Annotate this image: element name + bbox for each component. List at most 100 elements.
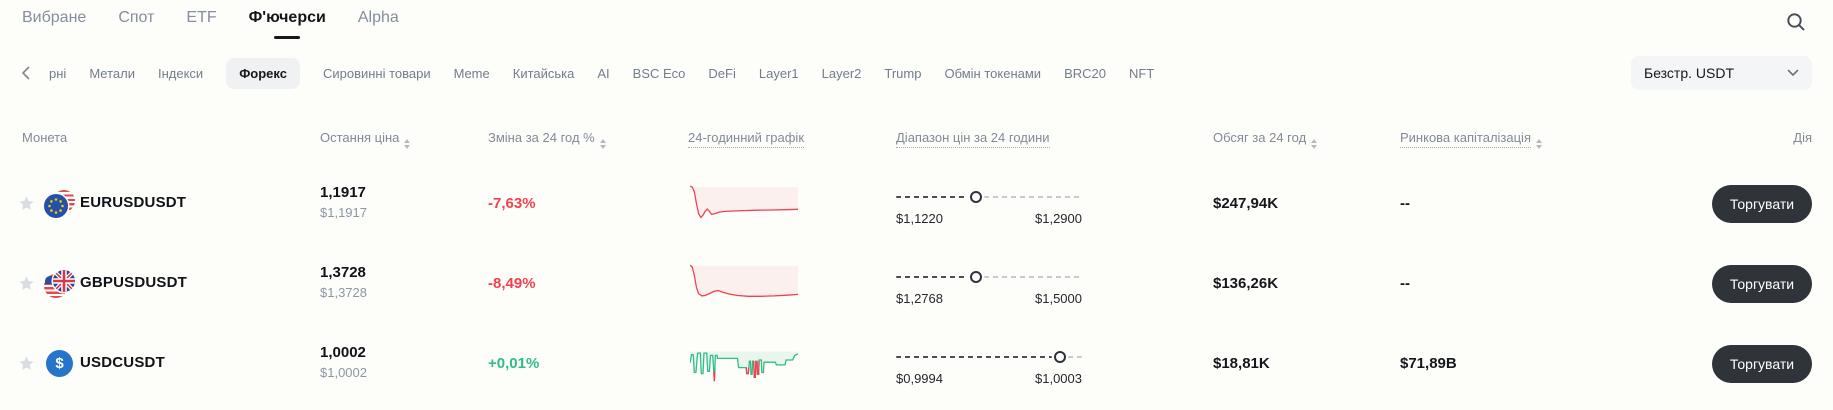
- top-tab-3[interactable]: Ф'ючерси: [248, 9, 326, 26]
- sort-arrows-icon[interactable]: [404, 139, 411, 149]
- category-tab-12[interactable]: Trump: [884, 65, 922, 81]
- range-high: $1,0003: [1035, 371, 1082, 386]
- gbpusd-pair-icon: [44, 270, 75, 298]
- range-marker-icon: [969, 191, 982, 203]
- contract-type-dropdown[interactable]: Безстр. USDT: [1631, 56, 1812, 90]
- range-track: [896, 191, 1082, 203]
- category-tabs: рні Метали Індекси Форекс Сировинні товари Me…: [20, 56, 1154, 90]
- last-price-usd: $1,1917: [320, 205, 367, 220]
- column-header-market_cap[interactable]: Ринкова капіталізація: [1400, 130, 1542, 149]
- category-tab-13[interactable]: Обмін токенами: [944, 65, 1042, 81]
- change-24h: -8,49%: [488, 275, 536, 292]
- column-header-action: Дія: [1793, 130, 1812, 145]
- last-price-cell: 1,3728 $1,3728: [320, 264, 367, 300]
- change-24h: -7,63%: [488, 195, 536, 212]
- top-tab-2[interactable]: ETF: [186, 9, 217, 26]
- favorite-star-icon[interactable]: [18, 195, 35, 212]
- price-range-slider: $0,9994 $1,0003: [896, 351, 1082, 386]
- chevron-down-icon: [1787, 69, 1799, 76]
- category-tab-7[interactable]: AI: [597, 65, 610, 81]
- sort-arrows-icon[interactable]: [1535, 139, 1542, 149]
- trade-button[interactable]: Торгувати: [1712, 345, 1812, 383]
- top-tab-4[interactable]: Alpha: [357, 9, 399, 26]
- price-range-slider: $1,2768 $1,5000: [896, 271, 1082, 306]
- column-header-volume_24h[interactable]: Обсяг за 24 год: [1213, 130, 1318, 149]
- column-header-coin: Монета: [22, 130, 67, 145]
- category-tab-10[interactable]: Layer1: [758, 65, 799, 81]
- range-track: [896, 351, 1082, 363]
- column-header-change_24h[interactable]: Зміна за 24 год %: [488, 130, 606, 149]
- category-tab-4[interactable]: Сировинні товари: [322, 65, 431, 81]
- last-price: 1,0002: [320, 344, 366, 361]
- sparkline-chart: [690, 185, 798, 219]
- table-row: GBPUSDUSDT 1,3728 $1,3728 -8,49% $1,2768 …: [0, 244, 1833, 324]
- category-tab-15[interactable]: NFT: [1128, 65, 1155, 81]
- favorite-star-icon[interactable]: [18, 355, 35, 372]
- top-tabs: Вибране Спот ETF Ф'ючерси Alpha: [22, 9, 399, 27]
- column-header-label: Дія: [1793, 130, 1812, 145]
- price-range-slider: $1,1220 $1,2900: [896, 191, 1082, 226]
- range-track: [896, 271, 1082, 283]
- column-header-label: Монета: [22, 130, 68, 145]
- column-header-label: Ринкова капіталізація: [1400, 130, 1531, 148]
- top-tab-0[interactable]: Вибране: [22, 9, 87, 26]
- range-low: $1,1220: [896, 211, 943, 226]
- column-header-label: Діапазон цін за 24 години: [896, 130, 1050, 148]
- category-tab-2[interactable]: Індекси: [157, 65, 204, 81]
- column-header-label: Зміна за 24 год %: [488, 130, 595, 145]
- range-high: $1,2900: [1035, 211, 1082, 226]
- market-cap: --: [1400, 275, 1410, 292]
- coin-symbol[interactable]: GBPUSDUSDT: [80, 274, 188, 291]
- trade-button[interactable]: Торгувати: [1712, 265, 1812, 303]
- range-high: $1,5000: [1035, 291, 1082, 306]
- search-icon[interactable]: [1785, 11, 1807, 38]
- table-row: $ USDCUSDT 1,0002 $1,0002 +0,01% $0,9994 …: [0, 324, 1833, 404]
- last-price-usd: $1,3728: [320, 285, 367, 300]
- category-tab-8[interactable]: BSC Eco: [632, 65, 686, 81]
- eurusd-pair-icon: [44, 190, 75, 218]
- last-price-cell: 1,1917 $1,1917: [320, 184, 367, 220]
- volume-24h: $18,81K: [1213, 355, 1270, 372]
- category-tab-3[interactable]: Форекс: [226, 57, 300, 89]
- category-tab-1[interactable]: Метали: [89, 65, 135, 81]
- table-header-row: Монета Остання ціна Зміна за 24 год % 24-го…: [0, 130, 1833, 152]
- volume-24h: $136,26K: [1213, 275, 1279, 292]
- sort-arrows-icon[interactable]: [1311, 139, 1318, 149]
- column-header-label: Обсяг за 24 год: [1213, 130, 1307, 145]
- coin-symbol[interactable]: USDCUSDT: [80, 354, 165, 371]
- volume-24h: $247,94K: [1213, 195, 1279, 212]
- eur-flag-icon: [44, 194, 68, 218]
- trade-button[interactable]: Торгувати: [1712, 185, 1812, 223]
- favorite-star-icon[interactable]: [18, 275, 35, 292]
- category-tab-6[interactable]: Китайська: [512, 65, 575, 81]
- market-cap: $71,89B: [1400, 355, 1457, 372]
- sparkline-chart: [690, 351, 798, 382]
- market-cap: --: [1400, 195, 1410, 212]
- sparkline-chart: [690, 264, 798, 297]
- column-header-label: Остання ціна: [320, 130, 400, 145]
- column-header-label: 24-годинний графік: [688, 130, 805, 148]
- scroll-left-chevron-icon[interactable]: [20, 66, 32, 80]
- table-row: EURUSDUSDT 1,1917 $1,1917 -7,63% $1,1220 …: [0, 164, 1833, 244]
- category-tab-11[interactable]: Layer2: [821, 65, 862, 81]
- sort-arrows-icon[interactable]: [599, 139, 606, 149]
- category-tab-14[interactable]: BRC20: [1064, 65, 1106, 81]
- change-24h: +0,01%: [488, 355, 540, 372]
- range-marker-icon: [1053, 351, 1066, 363]
- top-tab-1[interactable]: Спот: [118, 9, 155, 26]
- category-tab-5[interactable]: Meme: [453, 65, 490, 81]
- contract-type-value: Безстр. USDT: [1644, 65, 1735, 81]
- coin-symbol[interactable]: EURUSDUSDT: [80, 194, 187, 211]
- column-header-last_price[interactable]: Остання ціна: [320, 130, 411, 149]
- last-price-cell: 1,0002 $1,0002: [320, 344, 367, 380]
- range-low: $0,9994: [896, 371, 943, 386]
- column-header-range_24h: Діапазон цін за 24 години: [896, 130, 1050, 148]
- category-tab-0[interactable]: рні: [49, 65, 67, 81]
- category-tab-9[interactable]: DeFi: [708, 65, 736, 81]
- range-marker-icon: [969, 271, 982, 283]
- gbp-flag-icon: [53, 270, 75, 292]
- column-header-chart_24h: 24-годинний графік: [688, 130, 805, 148]
- usdc-icon: $: [46, 350, 73, 377]
- last-price: 1,3728: [320, 264, 366, 281]
